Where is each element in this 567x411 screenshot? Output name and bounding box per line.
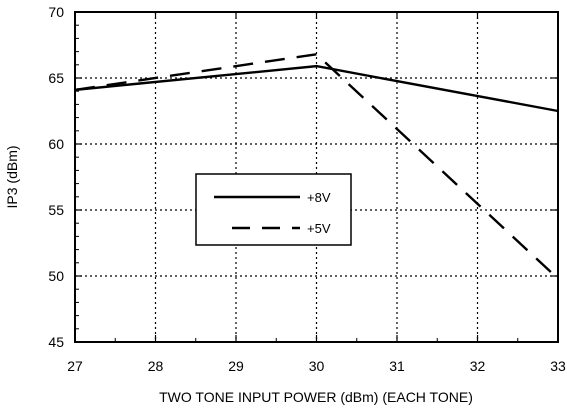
legend-box: [195, 173, 352, 246]
x-tick-label: 33: [550, 358, 566, 374]
y-tick-label: 45: [48, 334, 64, 350]
x-tick-label: 32: [470, 358, 486, 374]
y-tick-label: 70: [48, 4, 64, 20]
axis-ticks: [74, 11, 559, 343]
legend-label-5v: +5V: [307, 221, 331, 236]
legend-label-8v: +8V: [307, 190, 331, 205]
x-axis-label: TWO TONE INPUT POWER (dBm) (EACH TONE): [159, 389, 473, 405]
series-line-5v: [74, 52, 559, 280]
y-tick-label: 55: [48, 202, 64, 218]
series-lines: [74, 52, 559, 280]
x-tick-label: 29: [228, 358, 244, 374]
legend: +8V +5V: [195, 173, 352, 246]
y-tick-labels: 45 50 55 60 65 70: [48, 4, 64, 350]
x-tick-labels: 27 28 29 30 31 32 33: [67, 358, 566, 374]
y-axis-label: IP3 (dBm): [4, 145, 20, 208]
x-tick-label: 27: [67, 358, 83, 374]
series-line-8v: [74, 64, 559, 113]
x-tick-label: 28: [148, 358, 164, 374]
x-tick-label: 30: [309, 358, 325, 374]
y-tick-label: 50: [48, 268, 64, 284]
y-tick-label: 60: [48, 136, 64, 152]
y-tick-label: 65: [48, 70, 64, 86]
x-tick-label: 31: [389, 358, 405, 374]
